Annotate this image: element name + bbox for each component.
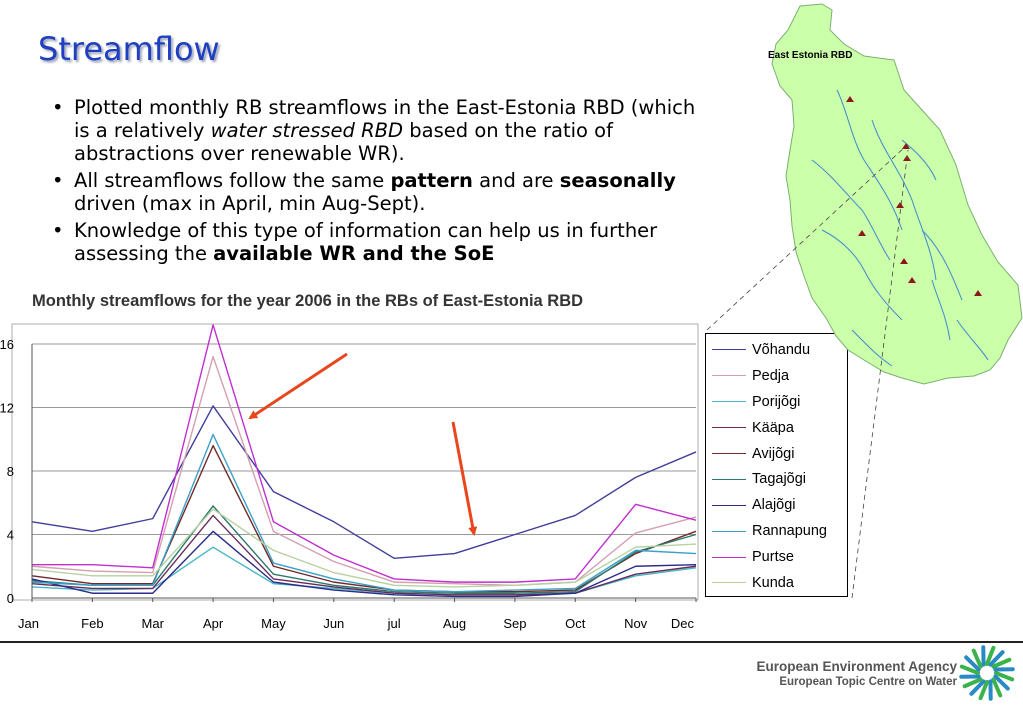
footer-agency-text: European Environment Agency European Top… <box>756 658 957 690</box>
x-tick-label: jul <box>387 616 401 631</box>
bullet-text-run: Knowledge of this type of information ca… <box>74 219 658 265</box>
x-tick-label: Aug <box>443 616 466 631</box>
station-marker-icon <box>846 96 854 102</box>
series-line-0 <box>31 405 697 560</box>
series-line-6 <box>31 530 697 598</box>
legend-swatch <box>712 375 746 377</box>
y-tick-label: 12 <box>0 401 14 416</box>
legend-swatch <box>712 556 746 558</box>
footer-divider <box>0 641 1023 643</box>
bullet-text-run: water stressed RBD <box>210 119 404 142</box>
chart-title: Monthly streamflows for the year 2006 in… <box>32 292 584 310</box>
bullet-text-run: All streamflows follow the same <box>74 169 391 192</box>
arrow-april-peak <box>248 352 348 420</box>
series-line-1 <box>31 356 697 586</box>
bullet-text-run: seasonally <box>559 169 676 192</box>
bullet-text-run: available WR and the SoE <box>213 242 495 265</box>
legend-item: Kunda <box>712 570 843 596</box>
legend-label: Porijõgi <box>752 393 801 410</box>
legend-item: Pedja <box>712 363 843 389</box>
x-tick-label: Sep <box>503 616 526 631</box>
series-line-7 <box>31 433 697 593</box>
bullet-text-run: Plotted monthly RB streamflows in the Ea… <box>74 96 696 142</box>
series-line-3 <box>31 514 697 596</box>
x-tick-label: Feb <box>81 616 103 631</box>
legend-label: Purtse <box>752 549 794 566</box>
x-tick-label: Jan <box>18 616 39 631</box>
axes: 0 4 8 12 16 Jan Feb Mar Apr May Jun jul Aug Sep Oct Nov… <box>0 337 697 631</box>
bullet-item: Knowledge of this type of information ca… <box>52 219 712 265</box>
legend-swatch <box>712 453 746 454</box>
x-tick-label: Dec <box>671 616 695 631</box>
legend-item: Alajõgi <box>712 492 843 518</box>
x-tick-label: Apr <box>203 616 224 631</box>
legend-label: Pedja <box>752 367 790 384</box>
legend-item: Porijõgi <box>712 389 843 415</box>
legend-swatch <box>712 401 746 403</box>
chart-legend: Võhandu Pedja Porijõgi Kääpa Avijõgi Tagajõgi… <box>705 333 848 597</box>
bullet-list: Plotted monthly RB streamflows in the Ea… <box>52 96 712 269</box>
slide-title: Streamflow <box>38 30 220 68</box>
bullet-item: Plotted monthly RB streamflows in the Ea… <box>52 96 712 165</box>
legend-item: Avijõgi <box>712 441 843 467</box>
legend-label: Avijõgi <box>752 445 795 462</box>
x-tick-label: Oct <box>565 616 586 631</box>
legend-label: Kääpa <box>752 419 794 436</box>
centre-name: European Topic Centre on Water <box>779 676 957 688</box>
legend-swatch <box>712 530 746 532</box>
y-tick-label: 16 <box>0 337 14 352</box>
legend-swatch <box>712 504 746 506</box>
series-line-4 <box>31 444 697 593</box>
x-tick-label: Nov <box>624 616 648 631</box>
legend-swatch <box>712 582 746 584</box>
series-line-9 <box>31 508 697 588</box>
eea-logo-icon <box>959 645 1015 701</box>
legend-label: Võhandu <box>752 341 811 358</box>
grid <box>11 323 699 601</box>
y-tick-label: 0 <box>7 591 14 606</box>
bullet-text-run: driven (max in April, min Aug-Sept). <box>74 192 426 215</box>
x-tick-label: Mar <box>142 616 165 631</box>
y-tick-label: 8 <box>7 464 14 479</box>
map-label: East Estonia RBD <box>768 50 853 61</box>
y-tick-label: 4 <box>7 528 14 543</box>
x-tick-label: May <box>261 616 286 631</box>
bullet-text-run: based on the ratio of abstractions over … <box>74 119 613 165</box>
plot-area <box>11 323 699 601</box>
station-marker-icon <box>974 290 982 296</box>
rbd-region-shape <box>771 3 1023 385</box>
legend-item: Rannapung <box>712 518 843 544</box>
series-layer <box>31 324 697 598</box>
legend-label: Kunda <box>752 574 794 591</box>
legend-swatch <box>712 427 746 429</box>
agency-name: European Environment Agency <box>756 659 957 674</box>
streamflow-line-chart: 0 4 8 12 16 Jan Feb Mar Apr May Jun jul Aug Sep Oct Nov… <box>0 323 699 631</box>
legend-item: Kääpa <box>712 415 843 441</box>
legend-label: Alajõgi <box>752 497 796 514</box>
series-line-8 <box>32 324 697 583</box>
legend-label: Tagajõgi <box>752 471 807 488</box>
bullet-text-run: pattern <box>390 169 473 192</box>
station-marker-icon <box>908 277 916 283</box>
bullet-item: All streamflows follow the same pattern … <box>52 169 712 215</box>
bullet-text-run: and are <box>472 169 560 192</box>
x-tick-label: Jun <box>323 616 344 631</box>
legend-item: Purtse <box>712 544 843 570</box>
legend-swatch <box>712 349 746 351</box>
legend-swatch <box>712 478 746 480</box>
legend-label: Rannapung <box>752 523 827 540</box>
legend-item: Tagajõgi <box>712 466 843 492</box>
annotation-arrows <box>248 352 478 536</box>
legend-item: Võhandu <box>712 337 843 363</box>
arrow-aug-min <box>451 421 478 536</box>
